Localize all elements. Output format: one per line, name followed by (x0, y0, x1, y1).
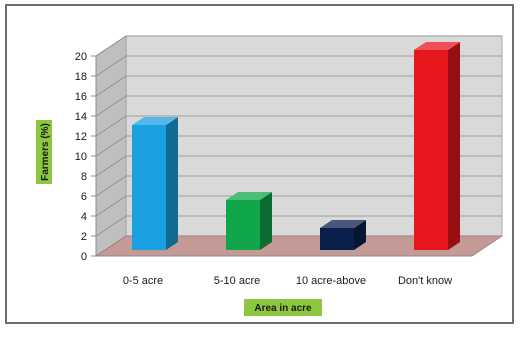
y-tick-label: 4 (81, 211, 87, 223)
y-tick-label: 18 (75, 71, 87, 83)
x-tick-label: 0-5 acre (123, 275, 163, 287)
x-axis-title: Area in acre (254, 303, 312, 314)
bar-front (226, 200, 260, 250)
y-tick-label: 0 (81, 251, 87, 263)
gridline (95, 195, 502, 217)
gridline (95, 175, 502, 197)
gridline (95, 35, 502, 57)
bar-top (226, 192, 272, 200)
x-tick-label: 5-10 acre (214, 275, 260, 287)
bar-front (414, 50, 448, 250)
gridline (95, 155, 502, 177)
bar-side (354, 220, 366, 250)
x-axis-ticks: 0-5 acre 5-10 acre 10 acre-above Don't know (96, 255, 472, 287)
gridline (95, 135, 502, 157)
y-tick-label: 20 (75, 51, 87, 63)
gridline (95, 115, 502, 137)
bar-front (320, 228, 354, 250)
x-tick-label: Don't know (398, 275, 452, 287)
x-tick-label: 10 acre-above (296, 275, 366, 287)
bar-top (414, 42, 460, 50)
y-axis-title-badge: Farmers (%) (36, 120, 52, 184)
y-tick-label: 10 (75, 151, 87, 163)
bar-side (260, 192, 272, 250)
y-tick-label: 8 (81, 171, 87, 183)
bar-series (132, 42, 460, 250)
y-tick-label: 12 (75, 131, 87, 143)
bar-side (448, 42, 460, 250)
gridline (95, 55, 502, 77)
bar-2 (320, 220, 366, 250)
x-axis-title-badge: Area in acre (244, 299, 322, 316)
bar-side (166, 117, 178, 250)
y-axis-ticks: 0 2 4 6 8 10 12 14 16 18 20 (75, 51, 97, 263)
bar-3 (414, 42, 460, 250)
bar-0 (132, 117, 178, 250)
gridline (95, 75, 502, 97)
bar-top (320, 220, 366, 228)
bar-front (132, 125, 166, 250)
bar-1 (226, 192, 272, 250)
y-axis-title: Farmers (%) (40, 123, 51, 181)
bar-top (132, 117, 178, 125)
gridline (95, 215, 502, 237)
y-tick-label: 14 (75, 111, 87, 123)
gridline (95, 95, 502, 117)
y-tick-label: 2 (81, 231, 87, 243)
y-tick-label: 16 (75, 91, 87, 103)
y-tick-label: 6 (81, 191, 87, 203)
